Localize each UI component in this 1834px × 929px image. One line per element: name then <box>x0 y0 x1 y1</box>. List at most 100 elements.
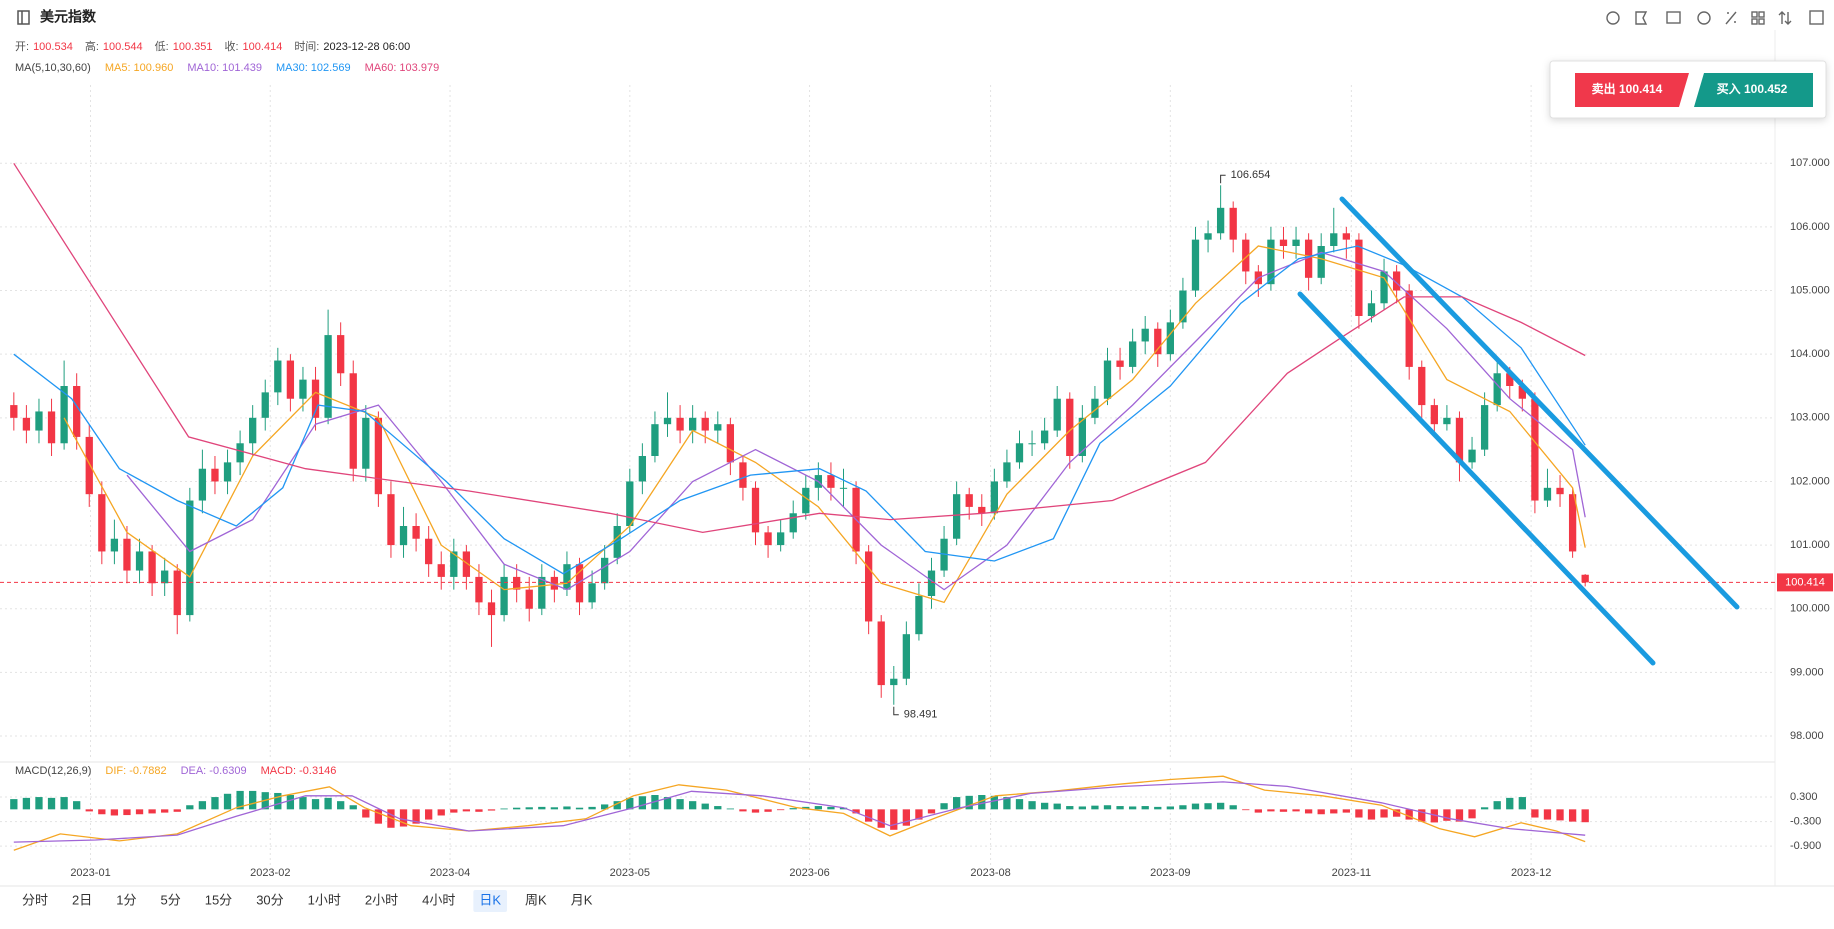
timeframe-button[interactable]: 30分 <box>256 892 283 907</box>
draw-icon[interactable] <box>1635 11 1648 25</box>
ma-line <box>13 781 1586 843</box>
candle-body <box>1480 405 1489 450</box>
macd-bar <box>1279 809 1288 812</box>
macd-bar <box>1392 809 1401 817</box>
macd-bar <box>915 809 923 820</box>
y-tick-label: 0.300 <box>1790 791 1818 803</box>
x-tick-label: 2023-04 <box>430 867 470 879</box>
legend-entry: MACD: -0.3146 <box>261 765 337 777</box>
trend-line[interactable] <box>1297 291 1656 666</box>
macd-bar <box>550 807 559 810</box>
quote-label: 收: <box>224 39 238 53</box>
candle-body <box>663 417 672 425</box>
macd-bar <box>1418 809 1426 822</box>
candle-body <box>1568 494 1577 552</box>
candle-body <box>1380 271 1388 304</box>
timeframe-button[interactable]: 日K <box>479 892 501 907</box>
buy-button[interactable] <box>1694 73 1813 107</box>
screenshot-icon[interactable] <box>1666 11 1681 24</box>
candle-body <box>1191 239 1200 291</box>
timeframe-button[interactable]: 月K <box>571 892 593 907</box>
macd-bar <box>311 799 320 810</box>
macd-bar <box>814 806 823 810</box>
timeframe-button[interactable]: 2日 <box>72 892 92 907</box>
timeframe-button[interactable]: 周K <box>525 892 547 907</box>
x-tick-label: 2023-11 <box>1332 867 1372 879</box>
macd-bar <box>802 806 810 810</box>
candle-body <box>651 424 659 456</box>
macd-bar <box>513 807 521 810</box>
candle-body <box>60 386 68 444</box>
indicator-icon[interactable] <box>1697 11 1711 25</box>
candle-body <box>1040 430 1049 444</box>
macd-bar <box>98 809 106 815</box>
legend-entry: MA5: 100.960 <box>105 62 174 74</box>
candle-body <box>211 468 219 482</box>
macd-bar <box>751 809 760 813</box>
trend-line[interactable] <box>1339 196 1740 610</box>
candle-body <box>525 589 533 609</box>
timeframe-button[interactable]: 2小时 <box>365 892 398 907</box>
candle-body <box>789 513 797 533</box>
candle-body <box>337 335 345 374</box>
layout-icon <box>1758 11 1765 18</box>
macd-bar <box>1330 809 1338 814</box>
timeframe-button[interactable]: 1分 <box>116 892 136 907</box>
sort-icon[interactable] <box>1778 11 1792 25</box>
candle-body <box>915 596 923 635</box>
refresh-icon[interactable] <box>1606 11 1620 25</box>
y-tick-label: 101.000 <box>1790 539 1830 551</box>
candle-body <box>1506 373 1514 386</box>
macd-bar <box>85 809 93 812</box>
candle-body <box>1216 207 1225 234</box>
macd-bar <box>148 809 156 814</box>
macd-bar <box>73 801 81 810</box>
candle-body <box>1405 290 1413 367</box>
macd-bar <box>890 809 898 830</box>
candle-body <box>864 551 873 622</box>
macd-bar <box>299 797 307 810</box>
macd-bar <box>324 797 332 810</box>
candle-body <box>1531 398 1539 501</box>
candle-body <box>1078 417 1086 456</box>
macd-bar <box>437 809 445 816</box>
timeframe-button[interactable]: 1小时 <box>308 892 341 907</box>
candle-body <box>1355 239 1363 316</box>
macd-bar <box>613 801 621 810</box>
candle-body <box>236 443 244 463</box>
timeframe-button[interactable]: 4小时 <box>422 892 455 907</box>
candle-body <box>261 392 269 418</box>
macd-bar <box>1141 806 1149 810</box>
y-tick-label: 104.000 <box>1790 348 1830 360</box>
macd-bar <box>1292 809 1300 812</box>
timeframe-button[interactable]: 5分 <box>160 892 180 907</box>
layout-icon <box>1758 18 1765 25</box>
timeframe-button[interactable]: 分时 <box>22 892 48 907</box>
candle-body <box>626 481 634 526</box>
timeframe-button[interactable]: 15分 <box>205 892 232 907</box>
candle-body <box>1392 271 1401 291</box>
macd-bar <box>123 809 131 816</box>
panel-icon[interactable] <box>1809 10 1824 25</box>
macd-bar <box>1342 809 1350 813</box>
sell-button[interactable] <box>1575 73 1689 107</box>
macd-bar <box>1242 809 1250 811</box>
candle-body <box>1518 386 1526 399</box>
candle-body <box>777 532 785 546</box>
percent-icon[interactable] <box>1725 11 1737 25</box>
candle-body <box>1430 405 1438 425</box>
candle-body <box>1418 366 1426 406</box>
candle-body <box>676 417 684 431</box>
macd-bar <box>1518 797 1526 810</box>
macd-bar <box>236 790 244 810</box>
candle-body <box>538 576 546 609</box>
layout-icon[interactable] <box>1751 11 1758 18</box>
macd-bar <box>1304 809 1313 814</box>
candle-body <box>839 487 848 489</box>
sidebar-icon[interactable] <box>17 10 30 25</box>
macd-bar <box>161 809 169 813</box>
candle-body <box>1543 487 1552 501</box>
macd-bar <box>1053 803 1061 810</box>
candle-body <box>223 462 232 482</box>
x-tick-label: 2023-05 <box>610 867 650 879</box>
